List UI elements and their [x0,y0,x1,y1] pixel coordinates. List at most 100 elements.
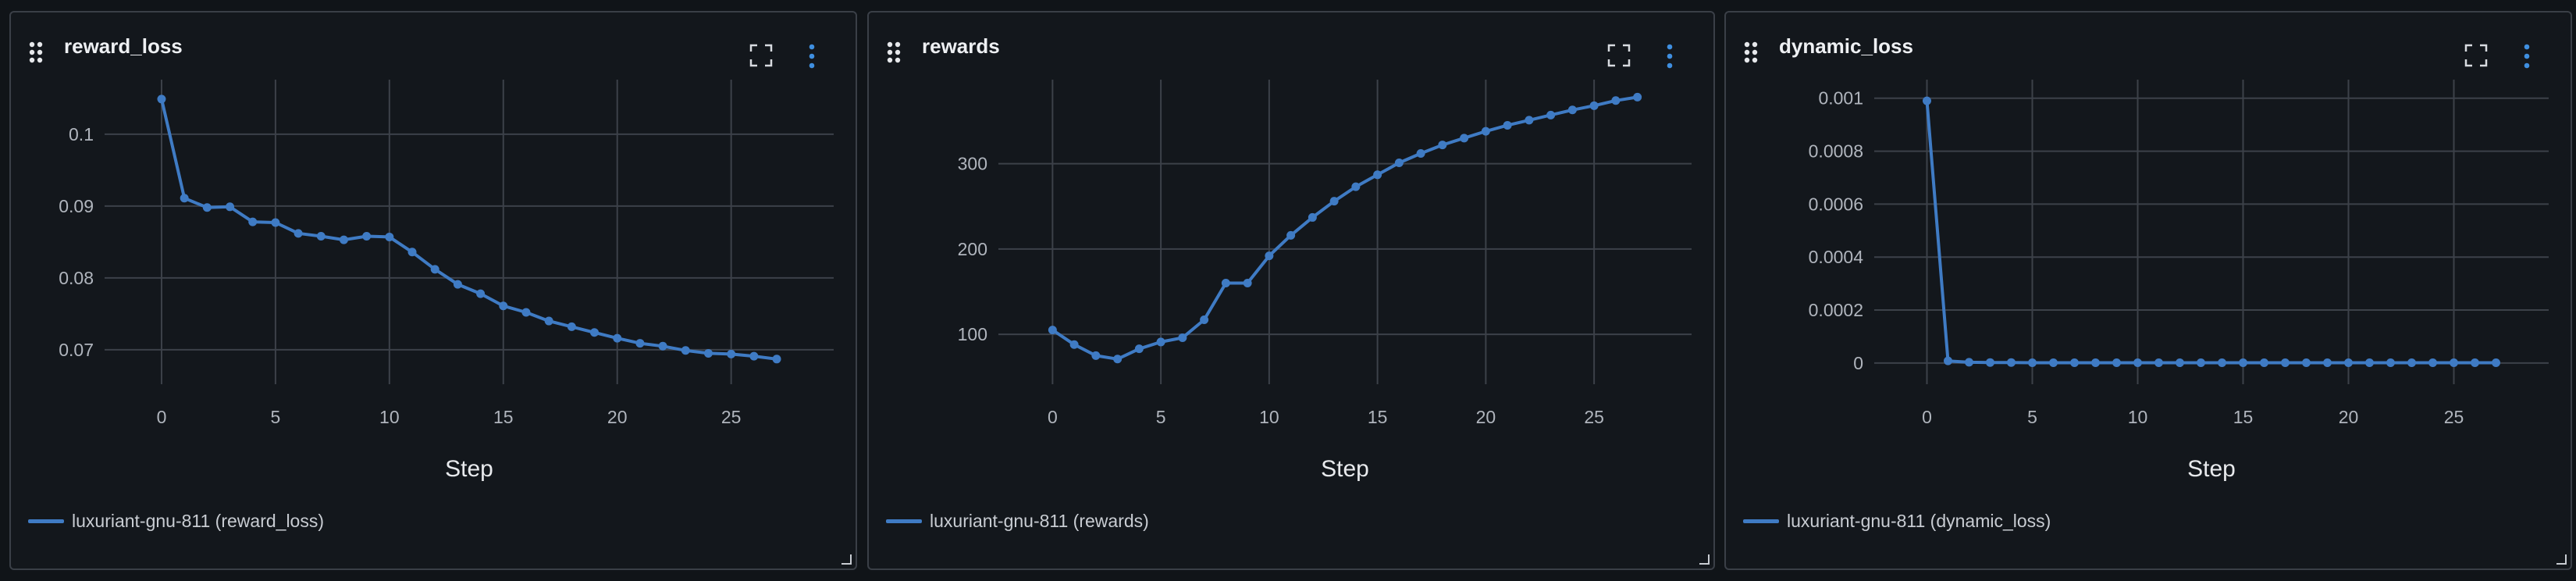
data-point[interactable] [1923,96,1931,105]
data-point[interactable] [157,94,166,104]
data-point[interactable] [1221,279,1230,288]
data-point[interactable] [1048,326,1057,335]
data-point[interactable] [1394,159,1404,168]
data-point[interactable] [1373,170,1382,180]
data-point[interactable] [567,322,576,331]
data-point[interactable] [2450,358,2458,368]
data-point[interactable] [1113,355,1123,364]
x-tick-label: 15 [2233,407,2254,427]
data-point[interactable] [2028,358,2037,368]
data-point[interactable] [2049,358,2058,368]
data-point[interactable] [2007,358,2016,367]
data-point[interactable] [2386,358,2395,368]
data-point[interactable] [2471,358,2479,368]
drag-handle-icon[interactable] [886,41,903,64]
data-point[interactable] [2154,358,2163,368]
data-point[interactable] [727,349,736,358]
data-point[interactable] [430,265,439,274]
data-point[interactable] [544,316,553,326]
data-point[interactable] [2492,358,2500,368]
data-point[interactable] [248,217,258,226]
data-point[interactable] [681,346,690,355]
data-point[interactable] [1611,96,1621,105]
data-point[interactable] [1069,340,1079,349]
data-point[interactable] [180,194,189,203]
data-point[interactable] [1965,358,1973,367]
data-point[interactable] [1286,230,1296,240]
data-point[interactable] [521,308,531,317]
data-point[interactable] [1265,251,1274,261]
data-point[interactable] [2133,358,2142,368]
data-point[interactable] [1329,197,1339,206]
data-point[interactable] [2091,358,2100,368]
data-point[interactable] [1633,92,1642,102]
data-point[interactable] [1134,344,1144,354]
data-point[interactable] [1416,148,1425,158]
fullscreen-icon[interactable] [749,44,773,67]
data-point[interactable] [2197,358,2205,368]
y-tick-label: 100 [958,324,987,344]
fullscreen-icon[interactable] [1607,44,1631,67]
data-point[interactable] [202,203,212,212]
data-point[interactable] [772,355,781,364]
data-point[interactable] [407,248,417,257]
data-point[interactable] [2260,358,2268,368]
data-point[interactable] [2407,358,2416,368]
data-point[interactable] [499,301,508,311]
data-point[interactable] [2176,358,2184,368]
data-point[interactable] [703,348,713,358]
fullscreen-icon[interactable] [2464,44,2488,67]
resize-handle-icon[interactable] [840,553,852,565]
data-point[interactable] [1460,134,1469,143]
data-point[interactable] [1178,333,1187,342]
data-point[interactable] [1156,337,1165,347]
data-point[interactable] [2344,358,2353,368]
data-point[interactable] [385,232,394,241]
data-point[interactable] [1351,182,1361,191]
data-point[interactable] [590,328,600,337]
drag-handle-icon[interactable] [1743,41,1760,64]
data-point[interactable] [2365,358,2374,368]
data-point[interactable] [2239,358,2247,368]
data-point[interactable] [1308,212,1317,222]
data-point[interactable] [2323,358,2332,368]
data-point[interactable] [1200,315,1209,325]
data-point[interactable] [635,339,645,348]
data-point[interactable] [1525,116,1534,125]
data-point[interactable] [2428,358,2437,368]
data-point[interactable] [1243,279,1252,288]
data-point[interactable] [453,280,462,289]
data-point[interactable] [749,351,759,361]
data-point[interactable] [2218,358,2226,368]
more-options-icon[interactable] [806,44,818,69]
data-point[interactable] [2302,358,2311,368]
data-point[interactable] [1438,141,1447,150]
chart-panel-dynamic-loss: dynamic_loss 0 0.0002 0.0004 0.0006 0.0008 0.… [1724,11,2572,570]
data-point[interactable] [1546,110,1556,119]
more-options-icon[interactable] [2521,44,2533,69]
data-point[interactable] [476,289,486,298]
legend-label: luxuriant-gnu-811 (rewards) [930,510,1149,531]
data-point[interactable] [2070,358,2079,368]
data-point[interactable] [226,202,235,212]
data-point[interactable] [271,218,280,227]
resize-handle-icon[interactable] [2555,553,2567,565]
data-point[interactable] [339,235,348,244]
data-point[interactable] [316,232,326,241]
data-point[interactable] [1589,101,1599,110]
data-point[interactable] [613,333,622,343]
data-point[interactable] [294,229,303,238]
data-point[interactable] [1567,105,1577,115]
drag-handle-icon[interactable] [28,41,45,64]
data-point[interactable] [1503,120,1512,130]
data-point[interactable] [1986,358,1994,367]
more-options-icon[interactable] [1663,44,1676,69]
data-point[interactable] [1091,351,1101,360]
data-point[interactable] [1944,356,1952,365]
resize-handle-icon[interactable] [1698,553,1710,565]
data-point[interactable] [1481,127,1490,136]
data-point[interactable] [2112,358,2121,368]
data-point[interactable] [362,232,372,241]
data-point[interactable] [658,341,667,351]
data-point[interactable] [2281,358,2290,368]
